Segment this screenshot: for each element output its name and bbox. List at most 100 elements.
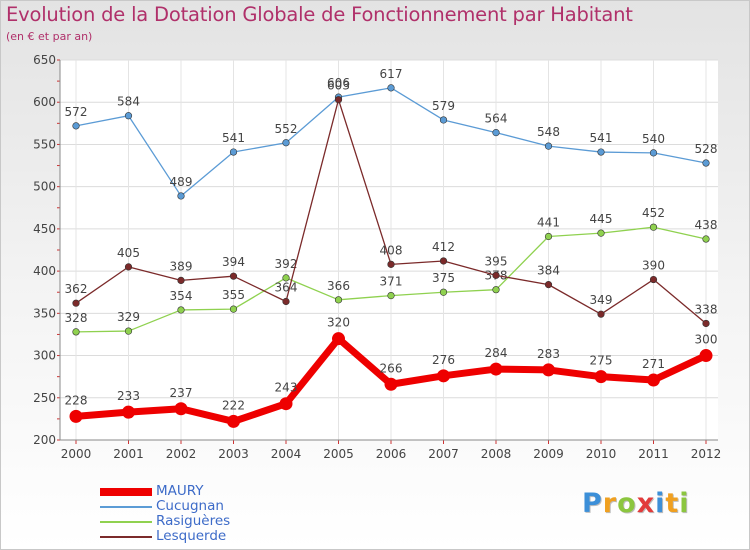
x-tick-label: 2008 [481,447,512,461]
data-point [544,232,553,241]
data-label: 438 [695,218,718,232]
data-point [437,369,450,383]
logo-letter: x [636,488,656,519]
data-point [332,332,345,346]
data-point [72,122,80,130]
x-tick-label: 2003 [218,447,249,461]
data-point [177,276,185,285]
data-label: 364 [275,281,298,295]
data-label: 222 [222,398,245,412]
data-label: 266 [380,361,403,375]
data-label: 354 [170,289,193,303]
data-point [649,275,658,284]
y-tick-label: 550 [33,137,56,151]
data-point [387,292,395,300]
logo-letter: i [655,488,666,519]
data-point [124,327,133,335]
legend-label: Rasiguères [156,513,231,529]
data-point [282,139,290,147]
data-point [702,319,710,328]
legend-swatch [100,487,152,496]
data-label: 540 [642,132,665,146]
logo-letter: P [582,488,603,519]
data-label: 395 [485,254,508,268]
data-label: 584 [117,95,140,109]
data-label: 445 [590,212,613,226]
data-point [702,235,710,243]
y-tick-label: 350 [33,306,56,320]
data-point [334,96,343,104]
data-label: 271 [642,357,665,371]
data-label: 548 [537,125,560,139]
data-label: 371 [380,275,403,289]
data-label: 276 [432,353,455,367]
data-label: 237 [170,386,193,400]
data-label: 541 [222,131,245,145]
data-label: 375 [432,271,455,285]
data-point [229,305,238,313]
data-label: 606 [327,76,350,90]
data-point [544,281,553,289]
x-tick-label: 2001 [113,447,144,461]
data-point [492,286,500,294]
legend-label: Cucugnan [156,498,224,514]
y-tick-label: 400 [33,264,56,278]
data-label: 233 [117,389,140,403]
x-tick-label: 2000 [61,447,92,461]
data-point [279,397,293,411]
data-point [594,370,608,384]
logo-letter: t [665,488,680,519]
data-label: 355 [222,288,245,302]
x-tick-label: 2010 [586,447,617,461]
data-label: 405 [117,246,140,260]
data-label: 329 [117,310,140,324]
legend-label: Lesquerde [156,528,227,544]
logo-letter: r [602,488,618,519]
y-tick-label: 300 [33,349,56,363]
data-point [229,148,238,156]
data-label: 384 [537,264,560,278]
data-point [439,288,448,296]
data-label: 275 [590,354,613,368]
data-label: 338 [695,302,718,316]
data-point [597,148,605,156]
data-label: 452 [642,206,665,220]
data-point [227,414,240,428]
data-label: 489 [170,175,193,189]
data-point [489,362,503,376]
x-tick-label: 2011 [638,447,669,461]
y-tick-label: 650 [33,53,56,67]
data-point [649,223,658,231]
data-label: 541 [590,131,613,145]
data-label: 390 [642,259,665,273]
y-tick-label: 450 [33,222,56,236]
data-point [177,306,185,314]
chart-subtitle: (en € et par an) [6,30,93,43]
x-tick-label: 2006 [376,447,407,461]
y-tick-label: 500 [33,180,56,194]
y-tick-label: 200 [33,433,56,447]
logo-letter: o [617,488,637,519]
data-label: 408 [380,243,403,257]
data-label: 320 [327,316,350,330]
data-point [282,274,290,282]
data-point [492,271,500,279]
x-tick-label: 2007 [428,447,459,461]
data-label: 243 [275,381,298,395]
data-label: 552 [275,122,298,136]
data-point [69,409,83,423]
legend-swatch [100,505,152,508]
data-label: 603 [327,79,350,93]
legend-swatch [100,520,152,523]
data-point [702,159,710,167]
data-point [72,328,80,336]
data-point [544,142,553,150]
data-label: 366 [327,279,350,293]
data-label: 528 [695,142,718,156]
data-point [387,84,395,92]
data-point [699,349,713,363]
legend-item: Lesquerde [100,529,230,544]
data-point [384,377,398,391]
data-point [282,297,290,306]
